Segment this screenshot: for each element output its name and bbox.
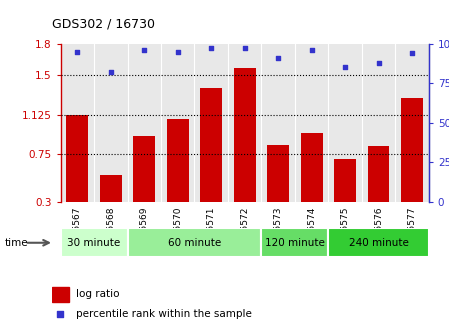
Bar (161, 44, 194, 202)
Text: percentile rank within the sample: percentile rank within the sample (76, 309, 252, 319)
Bar (100, 175, 122, 202)
Text: 240 minute: 240 minute (349, 238, 409, 248)
Bar (61, 44, 94, 202)
Bar (301, 133, 322, 202)
Bar (267, 145, 289, 202)
Bar (328, 44, 362, 202)
Bar (401, 98, 423, 202)
Bar (128, 228, 261, 257)
Bar (362, 44, 395, 202)
Bar (200, 88, 222, 202)
Bar (261, 44, 295, 202)
Bar (194, 44, 228, 202)
Text: 30 minute: 30 minute (67, 238, 121, 248)
Bar (167, 120, 189, 202)
Point (74, 49, 81, 54)
Point (241, 46, 248, 51)
Bar (94, 44, 128, 202)
Point (308, 47, 315, 53)
Bar (334, 160, 356, 202)
Bar (295, 44, 328, 202)
Bar (133, 136, 155, 202)
Bar (261, 228, 328, 257)
Text: 60 minute: 60 minute (168, 238, 221, 248)
Bar (368, 146, 389, 202)
Point (342, 65, 349, 70)
Bar (61, 228, 128, 257)
Bar (66, 115, 88, 202)
Bar (328, 228, 429, 257)
Bar (52, 287, 69, 302)
Text: log ratio: log ratio (76, 289, 119, 299)
Point (275, 55, 282, 60)
Text: GDS302 / 16730: GDS302 / 16730 (52, 17, 154, 30)
Text: 120 minute: 120 minute (265, 238, 325, 248)
Point (141, 47, 148, 53)
Point (375, 60, 382, 65)
Point (409, 50, 416, 56)
Point (107, 70, 114, 75)
Bar (234, 68, 255, 202)
Text: time: time (4, 238, 28, 248)
Bar (395, 44, 429, 202)
Point (207, 46, 215, 51)
Point (174, 49, 181, 54)
Bar (128, 44, 161, 202)
Bar (228, 44, 261, 202)
Point (57, 311, 64, 317)
